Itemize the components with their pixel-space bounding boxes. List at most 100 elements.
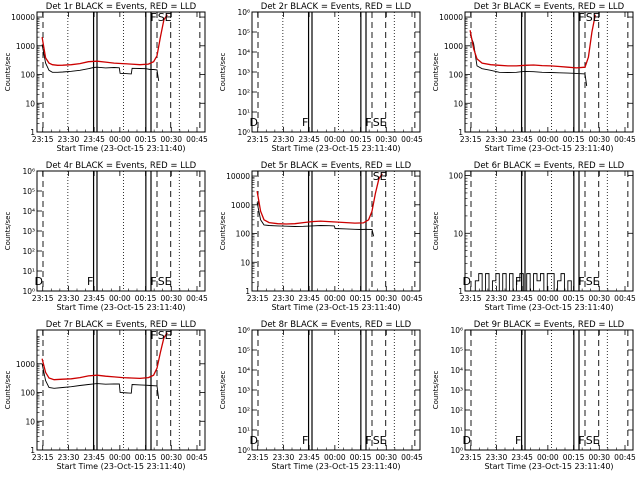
x-tick-label: 00:45 [614,135,636,144]
y-tick-label: 10¹ [237,426,250,435]
marker-label-e: E [165,329,172,342]
y-tick-label: 10000 [226,172,250,181]
x-tick-label: 00:30 [375,294,397,303]
y-tick-label: 10⁵ [450,346,463,355]
x-tick-label: 00:00 [109,135,131,144]
series-events [41,44,160,81]
x-tick-label: 00:00 [324,135,346,144]
x-tick-label: 00:15 [563,453,585,462]
plot-area [470,171,629,291]
x-tick-label: 00:00 [537,294,559,303]
y-axis-label: Counts/sec [4,212,12,251]
chart-title: Det 7r BLACK = Events, RED = LLD [46,320,197,330]
x-tick-label: 23:15 [247,294,269,303]
marker-label-f: F [150,275,156,288]
y-tick-label: 100 [21,71,36,80]
y-tick-label: 10¹ [22,267,35,276]
x-tick-label: 00:30 [375,135,397,144]
y-tick-label: 10⁶ [450,326,463,335]
marker-label-s: S [158,329,165,342]
chart-title: Det 5r BLACK = Events, RED = LLD [261,161,412,171]
x-tick-label: 00:45 [614,294,636,303]
plot-frame [36,329,206,451]
marker-label-f: F [578,275,584,288]
y-tick-label: 10⁶ [237,8,250,17]
x-tick-label: 00:15 [135,294,157,303]
x-tick-label: 00:15 [563,135,585,144]
y-tick-label: 10⁶ [22,167,35,176]
marker-label-s: S [373,116,380,129]
marker-label-s: S [586,434,593,447]
x-tick-label: 00:30 [160,453,182,462]
marker-label-d: D [249,116,257,129]
x-tick-label: 00:00 [537,135,559,144]
y-tick-label: 100 [21,389,36,398]
x-axis-label: Start Time (23-Oct-15 23:11:40) [484,303,613,312]
x-tick-label: 23:30 [486,135,508,144]
y-tick-label: 1 [458,128,463,137]
y-tick-label: 10000 [439,13,463,22]
y-tick-label: 10⁵ [237,346,250,355]
marker-label-f: F [87,275,93,288]
y-tick-label: 10² [22,247,35,256]
plot-area [469,12,629,132]
marker-label-f: F [515,275,521,288]
y-tick-label: 10² [237,406,250,415]
y-tick-label: 10 [453,229,463,238]
x-tick-label: 00:00 [324,453,346,462]
x-tick-label: 00:45 [186,453,208,462]
x-tick-label: 00:45 [401,294,423,303]
x-tick-label: 23:30 [58,453,80,462]
y-tick-label: 1 [245,287,250,296]
marker-label-f: F [365,116,371,129]
chart-title: Det 6r BLACK = Events, RED = LLD [474,161,625,171]
y-tick-label: 1000 [231,201,250,210]
x-tick-label: 23:45 [83,135,105,144]
y-axis-label: Counts/sec [219,53,227,92]
x-tick-label: 00:45 [614,453,636,462]
x-tick-label: 23:30 [273,135,295,144]
marker-label-f: F [578,434,584,447]
y-tick-label: 100 [449,172,464,181]
x-tick-label: 23:45 [511,294,533,303]
x-tick-label: 23:45 [511,453,533,462]
y-axis-label: Counts/sec [4,53,12,92]
plot-area [470,330,629,450]
marker-label-s: S [158,11,165,24]
x-tick-label: 23:45 [298,294,320,303]
marker-label-s: S [158,275,165,288]
x-tick-label: 23:15 [460,453,482,462]
y-tick-label: 10⁰ [237,446,250,455]
chart-title: Det 8r BLACK = Events, RED = LLD [261,320,412,330]
y-tick-label: 10¹ [237,108,250,117]
chart-title: Det 3r BLACK = Events, RED = LLD [474,2,625,12]
x-tick-label: 23:15 [32,453,54,462]
marker-label-e: E [380,170,387,183]
y-tick-label: 10³ [22,227,35,236]
y-tick-label: 10³ [237,68,250,77]
y-tick-label: 10⁵ [237,28,250,37]
marker-label-f: F [150,329,156,342]
series-lld [41,14,168,66]
y-tick-label: 10² [450,406,463,415]
y-tick-label: 1 [30,446,35,455]
x-tick-label: 23:30 [486,453,508,462]
plot-frame [464,11,634,133]
marker-label-s: S [373,434,380,447]
y-tick-label: 10 [453,99,463,108]
marker-label-e: E [593,11,600,24]
y-tick-label: 100 [449,71,464,80]
series-events [469,34,588,87]
y-axis-label: Counts/sec [432,53,440,92]
x-tick-label: 00:30 [160,294,182,303]
chart-title: Det 2r BLACK = Events, RED = LLD [261,2,412,12]
y-tick-label: 1000 [444,42,463,51]
marker-label-d: D [34,275,42,288]
marker-label-e: E [165,11,172,24]
x-tick-label: 23:15 [247,453,269,462]
